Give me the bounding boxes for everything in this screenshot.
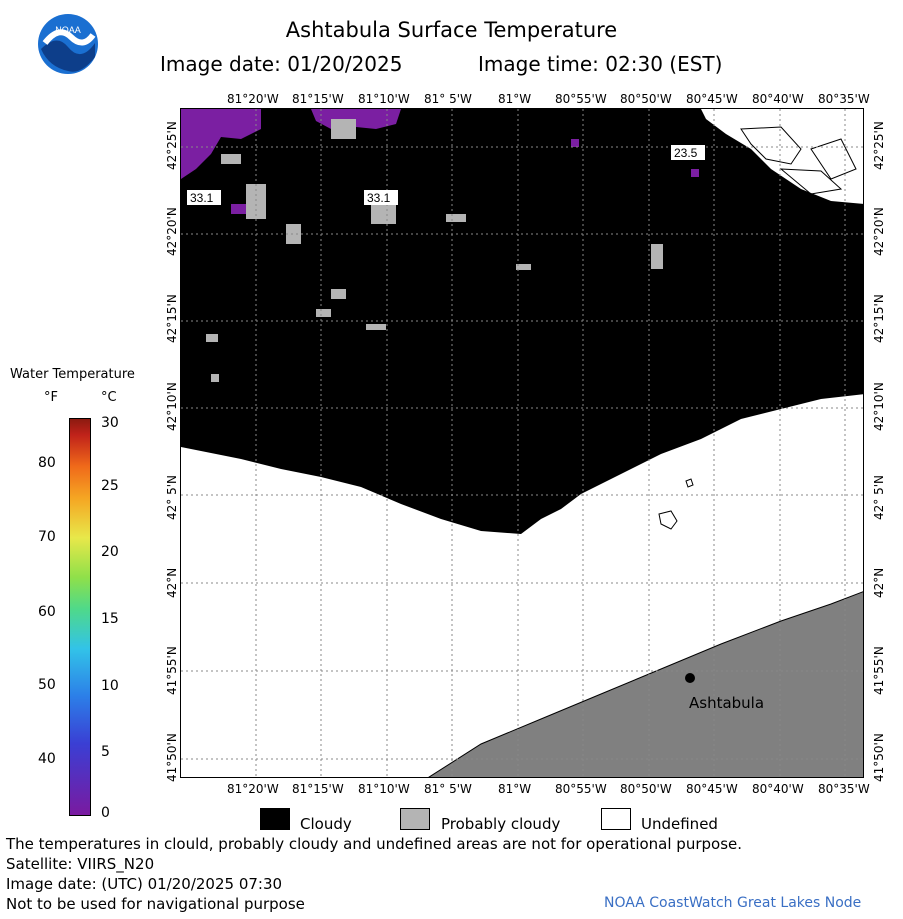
lon-label-bottom: 81°W: [498, 782, 532, 796]
lat-label-right: 42°10'N: [872, 382, 886, 431]
scale-f-label: 40: [38, 751, 56, 767]
lon-label-top: 80°40'W: [752, 92, 804, 106]
lon-label-top: 81°20'W: [227, 92, 279, 106]
lon-label-bottom: 81°20'W: [227, 782, 279, 796]
lon-label-top: 80°50'W: [620, 92, 672, 106]
legend-cloudy-label: Cloudy: [300, 815, 352, 833]
lat-label-right: 41°55'N: [872, 646, 886, 695]
legend-cloudy-swatch: [260, 808, 290, 830]
scale-f-label: 50: [38, 677, 56, 693]
lat-label-left: 42°25'N: [165, 121, 179, 170]
scale-c-label: 15: [101, 611, 119, 627]
lat-label-right: 42°15'N: [872, 294, 886, 343]
map-title: Ashtabula Surface Temperature: [285, 18, 618, 42]
legend-undefined-swatch: [601, 808, 631, 830]
svg-text:33.1: 33.1: [367, 191, 391, 205]
legend-probably-cloudy-label: Probably cloudy: [441, 815, 561, 833]
lat-label-left: 42°15'N: [165, 294, 179, 343]
lat-label-right: 42° 5'N: [872, 475, 886, 520]
legend-undefined-label: Undefined: [641, 815, 718, 833]
cold-patch: [181, 109, 261, 179]
scale-c-label: 25: [101, 478, 119, 494]
temp-label: 33.1 33.1 23.5: [187, 145, 705, 205]
unit-fahrenheit: °F: [44, 390, 58, 405]
lon-label-top: 81°10'W: [358, 92, 410, 106]
credit-link[interactable]: NOAA CoastWatch Great Lakes Node: [604, 895, 862, 911]
lat-label-right: 41°50'N: [872, 733, 886, 782]
lat-label-right: 42°25'N: [872, 121, 886, 170]
noaa-logo-icon: NOAA: [37, 13, 99, 75]
lon-label-bottom: 80°50'W: [620, 782, 672, 796]
lon-label-bottom: 81° 5'W: [424, 782, 472, 796]
svg-text:NOAA: NOAA: [55, 25, 81, 35]
scale-f-label: 80: [38, 455, 56, 471]
lon-label-bottom: 80°55'W: [555, 782, 607, 796]
lat-label-left: 41°50'N: [165, 733, 179, 782]
unit-celsius: °C: [101, 390, 117, 405]
image-time: Image time: 02:30 (EST): [478, 52, 723, 76]
scale-c-label: 30: [101, 415, 119, 431]
scale-f-label: 70: [38, 529, 56, 545]
satellite-text: Satellite: VIIRS_N20: [6, 855, 155, 873]
lat-label-left: 41°55'N: [165, 646, 179, 695]
city-label: Ashtabula: [689, 694, 764, 712]
lon-label-bottom: 80°35'W: [818, 782, 870, 796]
lat-label-right: 42°N: [872, 567, 886, 598]
scale-c-label: 0: [101, 805, 110, 821]
navigation-warning: Not to be used for navigational purpose: [6, 895, 305, 913]
utc-date-text: Image date: (UTC) 01/20/2025 07:30: [6, 875, 283, 893]
lat-label-left: 42°10'N: [165, 382, 179, 431]
scale-f-label: 60: [38, 604, 56, 620]
lat-label-right: 42°20'N: [872, 207, 886, 256]
lon-label-bottom: 81°15'W: [292, 782, 344, 796]
lon-label-top: 81° 5'W: [424, 92, 472, 106]
scale-title: Water Temperature: [10, 367, 135, 382]
svg-text:23.5: 23.5: [674, 146, 698, 160]
lon-label-top: 81°W: [498, 92, 532, 106]
temperature-colorbar: [69, 418, 91, 816]
lon-label-bottom: 81°10'W: [358, 782, 410, 796]
temperature-map: 33.1 33.1 23.5 Ashtabula: [180, 108, 864, 778]
lon-label-top: 80°35'W: [818, 92, 870, 106]
lat-label-left: 42°N: [165, 567, 179, 598]
scale-c-label: 10: [101, 678, 119, 694]
lon-label-bottom: 80°40'W: [752, 782, 804, 796]
land-region: [428, 591, 863, 777]
lon-label-top: 80°55'W: [555, 92, 607, 106]
lat-label-left: 42° 5'N: [165, 475, 179, 520]
disclaimer-text: The temperatures in clould, probably clo…: [6, 835, 743, 853]
scale-c-label: 20: [101, 544, 119, 560]
lon-label-bottom: 80°45'W: [686, 782, 738, 796]
svg-text:33.1: 33.1: [190, 191, 214, 205]
legend-probably-cloudy-swatch: [400, 808, 430, 830]
lon-label-top: 80°45'W: [686, 92, 738, 106]
lat-label-left: 42°20'N: [165, 207, 179, 256]
image-date: Image date: 01/20/2025: [160, 52, 403, 76]
lon-label-top: 81°15'W: [292, 92, 344, 106]
city-marker: [685, 673, 695, 683]
undefined-patch: [701, 109, 863, 204]
scale-c-label: 5: [101, 744, 110, 760]
